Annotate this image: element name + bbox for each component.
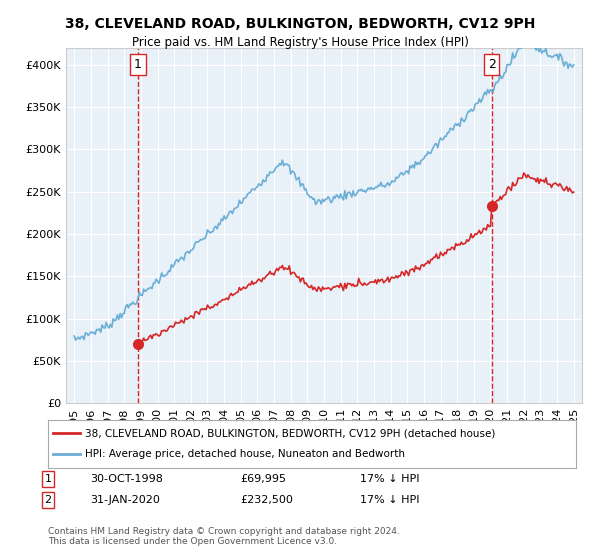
Text: 38, CLEVELAND ROAD, BULKINGTON, BEDWORTH, CV12 9PH: 38, CLEVELAND ROAD, BULKINGTON, BEDWORTH… — [65, 17, 535, 31]
Text: 1: 1 — [134, 58, 142, 71]
Text: 2: 2 — [488, 58, 496, 71]
Text: 17% ↓ HPI: 17% ↓ HPI — [360, 495, 419, 505]
Text: 1: 1 — [44, 474, 52, 484]
Text: 2: 2 — [44, 495, 52, 505]
Text: £232,500: £232,500 — [240, 495, 293, 505]
Text: 38, CLEVELAND ROAD, BULKINGTON, BEDWORTH, CV12 9PH (detached house): 38, CLEVELAND ROAD, BULKINGTON, BEDWORTH… — [85, 428, 496, 438]
Text: £69,995: £69,995 — [240, 474, 286, 484]
Text: Contains HM Land Registry data © Crown copyright and database right 2024.
This d: Contains HM Land Registry data © Crown c… — [48, 526, 400, 546]
Text: 31-JAN-2020: 31-JAN-2020 — [90, 495, 160, 505]
Text: Price paid vs. HM Land Registry's House Price Index (HPI): Price paid vs. HM Land Registry's House … — [131, 36, 469, 49]
Text: 17% ↓ HPI: 17% ↓ HPI — [360, 474, 419, 484]
Text: 30-OCT-1998: 30-OCT-1998 — [90, 474, 163, 484]
Text: HPI: Average price, detached house, Nuneaton and Bedworth: HPI: Average price, detached house, Nune… — [85, 449, 405, 459]
